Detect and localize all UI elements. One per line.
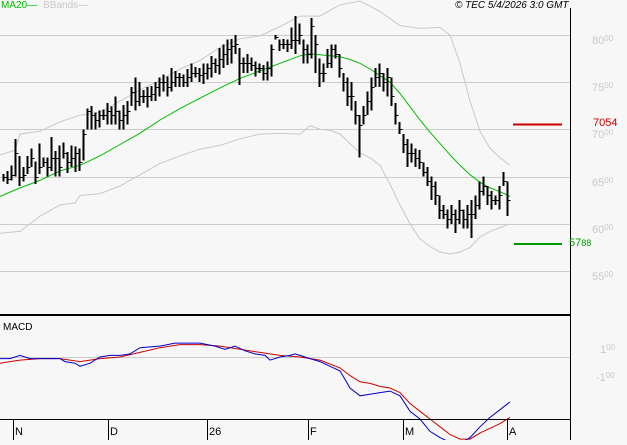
legend: MA20— BBands— bbox=[1, 0, 88, 11]
price-axis-label: 6500 bbox=[592, 175, 614, 189]
time-axis-label: F bbox=[310, 426, 317, 438]
macd-title: MACD bbox=[3, 322, 33, 333]
price-axis-label: 5500 bbox=[592, 270, 614, 283]
resistance-label: 7054 bbox=[593, 117, 618, 130]
legend-ma20: MA20— bbox=[1, 0, 38, 11]
bband-lower-line bbox=[0, 125, 511, 255]
copyright-timestamp: © TEC 5/4/2026 3:0 GMT bbox=[455, 0, 569, 11]
bband-upper-line bbox=[0, 0, 511, 166]
macd-signal-line bbox=[0, 344, 511, 440]
price-axis-label: 7000 bbox=[592, 128, 614, 142]
time-axis-label: N bbox=[15, 426, 23, 438]
time-axis-label: D bbox=[110, 426, 118, 438]
ma20-line bbox=[0, 53, 511, 197]
macd-axis-label: -100 bbox=[596, 371, 615, 384]
legend-bbands: BBands— bbox=[43, 0, 89, 11]
price-axis-label: 7500 bbox=[592, 81, 614, 95]
time-axis-label: M bbox=[405, 426, 415, 438]
macd-axis-label: 100 bbox=[600, 343, 616, 356]
price-axis-label: 6000 bbox=[592, 222, 614, 236]
support-label: 5788 bbox=[569, 236, 592, 249]
time-axis-label: A bbox=[509, 426, 517, 438]
macd-line bbox=[0, 342, 511, 445]
time-axis-label: 26 bbox=[209, 426, 222, 438]
price-axis-label: 8000 bbox=[592, 34, 614, 47]
